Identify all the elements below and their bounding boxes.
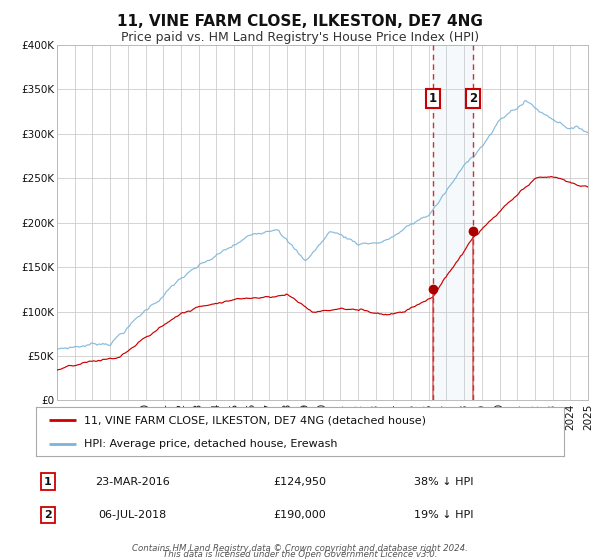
Text: £124,950: £124,950 xyxy=(274,477,326,487)
Bar xyxy=(433,45,473,400)
Text: 38% ↓ HPI: 38% ↓ HPI xyxy=(414,477,474,487)
Text: 1: 1 xyxy=(428,92,437,105)
Text: 23-MAR-2016: 23-MAR-2016 xyxy=(95,477,169,487)
Text: 11, VINE FARM CLOSE, ILKESTON, DE7 4NG: 11, VINE FARM CLOSE, ILKESTON, DE7 4NG xyxy=(117,14,483,29)
Text: This data is licensed under the Open Government Licence v3.0.: This data is licensed under the Open Gov… xyxy=(163,550,437,559)
Text: 06-JUL-2018: 06-JUL-2018 xyxy=(98,510,166,520)
Text: 2: 2 xyxy=(469,92,477,105)
Text: 19% ↓ HPI: 19% ↓ HPI xyxy=(414,510,474,520)
Text: 1: 1 xyxy=(44,477,52,487)
Text: Price paid vs. HM Land Registry's House Price Index (HPI): Price paid vs. HM Land Registry's House … xyxy=(121,31,479,44)
Text: 11, VINE FARM CLOSE, ILKESTON, DE7 4NG (detached house): 11, VINE FARM CLOSE, ILKESTON, DE7 4NG (… xyxy=(83,416,425,426)
Text: £190,000: £190,000 xyxy=(274,510,326,520)
Text: Contains HM Land Registry data © Crown copyright and database right 2024.: Contains HM Land Registry data © Crown c… xyxy=(132,544,468,553)
Text: HPI: Average price, detached house, Erewash: HPI: Average price, detached house, Erew… xyxy=(83,439,337,449)
Text: 2: 2 xyxy=(44,510,52,520)
